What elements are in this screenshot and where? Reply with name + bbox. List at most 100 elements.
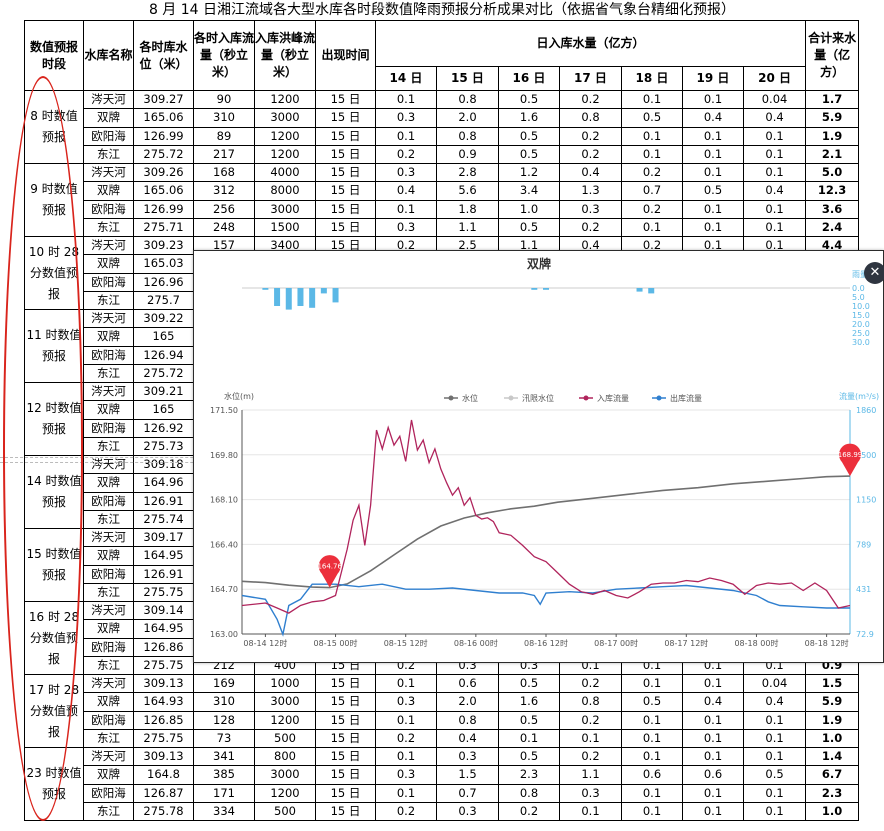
x-tick-label: 08-15 12时 [384, 638, 428, 648]
value-cell: 0.2 [559, 217, 622, 238]
value-cell: 0.8 [559, 692, 622, 712]
rain-tick-label: 0.0 [852, 284, 865, 293]
header-level: 各时库水位（米） [133, 20, 194, 91]
value-cell: 309.14 [133, 600, 194, 621]
value-cell: 5.6 [436, 181, 499, 201]
value-cell: 73 [193, 728, 255, 749]
value-cell: 309.17 [133, 527, 194, 548]
value-cell: 3000 [254, 765, 316, 785]
value-cell: 0.6 [436, 673, 499, 694]
rain-tick-label: 30.0 [852, 338, 870, 347]
value-cell: 275.72 [133, 144, 194, 165]
value-cell: 0.4 [559, 162, 622, 183]
marker-pin [318, 555, 341, 588]
reservoir-name-cell: 东江 [83, 290, 134, 311]
period-cell: 9 时数值预报 [24, 163, 84, 237]
table-row: 17 时 28 分数值预报 涔天河 309.13 169 1000 15 日 0.1 0.6 0… [24, 673, 860, 748]
value-cell: 6.7 [805, 765, 860, 785]
table-row: 双牌 165.06 310 3000 15 日 0.3 2.0 1.6 0.8 0.5 0.4 0.4… [25, 108, 860, 128]
value-cell: 0.1 [375, 746, 437, 767]
value-cell: 0.5 [742, 765, 807, 785]
value-cell: 168 [193, 162, 255, 183]
value-cell: 0.4 [682, 108, 744, 128]
rain-bar [262, 288, 269, 290]
value-cell: 165.06 [133, 108, 194, 128]
value-cell: 0.1 [742, 144, 807, 165]
reservoir-name-cell: 欧阳海 [83, 272, 134, 292]
reservoir-name-cell: 涔天河 [83, 162, 134, 183]
value-cell: 89 [193, 126, 255, 146]
close-icon[interactable]: ✕ [864, 262, 884, 284]
value-cell: 15 日 [315, 746, 376, 767]
value-cell: 0.2 [559, 710, 622, 730]
inflow-series-line [241, 419, 851, 614]
value-cell: 1.6 [498, 692, 560, 712]
reservoir-name-cell: 欧阳海 [83, 418, 134, 438]
reservoir-name-cell: 欧阳海 [83, 710, 134, 730]
value-cell: 0.1 [375, 710, 437, 730]
value-cell: 126.86 [133, 637, 194, 657]
value-cell: 0.5 [498, 89, 560, 110]
value-cell: 0.1 [621, 710, 683, 730]
value-cell: 309.26 [133, 162, 194, 183]
value-cell: 126.87 [133, 783, 194, 803]
rain-bar [274, 288, 281, 306]
period-cell: 16 时 28 分数值预报 [24, 601, 84, 675]
value-cell: 341 [193, 746, 255, 767]
value-cell: 0.1 [621, 783, 683, 803]
value-cell: 0.1 [375, 126, 437, 146]
value-cell: 2.1 [805, 144, 860, 165]
x-tick-label: 08-16 12时 [524, 638, 568, 648]
reservoir-name-cell: 欧阳海 [83, 564, 134, 584]
table-row: 双牌 164.8 385 3000 15 日 0.3 1.5 2.3 1.1 0.6 0.6 0.5 6… [25, 765, 860, 785]
value-cell: 0.1 [682, 746, 744, 767]
value-cell: 0.1 [682, 728, 744, 749]
reservoir-name-cell: 涔天河 [83, 381, 134, 402]
value-cell: 165 [133, 327, 194, 347]
value-cell: 309.13 [133, 673, 194, 694]
value-cell: 1200 [254, 783, 316, 803]
value-cell: 0.3 [436, 801, 499, 822]
value-cell: 0.1 [559, 728, 622, 749]
value-cell: 0.8 [436, 126, 499, 146]
value-cell: 0.8 [559, 108, 622, 128]
reservoir-name-cell: 双牌 [83, 400, 134, 420]
value-cell: 0.8 [498, 783, 560, 803]
value-cell: 248 [193, 217, 255, 238]
table-row: 东江 275.78 334 500 15 日 0.2 0.3 0.2 0.1 0.1 0.1 0.1 1… [25, 801, 860, 822]
value-cell: 0.1 [742, 199, 807, 219]
reservoir-name-cell: 双牌 [83, 473, 134, 493]
marker-label: 168.99 [838, 451, 863, 459]
value-cell: 12.3 [805, 181, 860, 201]
y-right-tick-label: 1500 [856, 451, 876, 460]
table-row: 欧阳海 126.99 256 3000 15 日 0.1 1.8 1.0 0.3 0.2 0.1 0.… [25, 199, 860, 219]
period-cell: 8 时数值预报 [24, 90, 84, 164]
reservoir-name-cell: 涔天河 [83, 235, 134, 256]
period-cell: 23 时数值预报 [24, 747, 84, 821]
value-cell: 4000 [254, 162, 316, 183]
value-cell: 164.96 [133, 473, 194, 493]
table-row: 东江 275.75 73 500 15 日 0.2 0.4 0.1 0.1 0.1 0.1 0.1 1.… [25, 728, 860, 749]
value-cell: 0.2 [375, 728, 437, 749]
value-cell: 0.4 [375, 181, 437, 201]
value-cell: 0.1 [621, 673, 683, 694]
value-cell: 90 [193, 89, 255, 110]
value-cell: 0.3 [375, 692, 437, 712]
value-cell: 0.1 [682, 710, 744, 730]
period-cell: 15 时数值预报 [24, 528, 84, 602]
reservoir-chart-popup[interactable]: 双牌 雨量 0.0 5.0 10.0 15.0 20.0 25.0 30.0 水位 汛限水位 入库流量… [193, 250, 884, 663]
rain-bar [636, 288, 643, 292]
value-cell: 275.72 [133, 363, 194, 384]
y-left-tick-label: 163.00 [210, 630, 238, 639]
rain-bar [332, 288, 339, 303]
rain-tick-label: 20.0 [852, 320, 870, 329]
table-row: 9 时数值预报 涔天河 309.26 168 4000 15 日 0.3 2.8 1.2 0.4 0… [24, 162, 860, 237]
value-cell: 0.1 [742, 783, 807, 803]
value-cell: 5.9 [805, 692, 860, 712]
reservoir-name-cell: 双牌 [83, 765, 134, 785]
value-cell: 0.7 [621, 181, 683, 201]
value-cell: 15 日 [315, 162, 376, 183]
table-row: 23 时数值预报 涔天河 309.13 341 800 15 日 0.1 0.3 0.5 0.2 0… [24, 746, 860, 821]
header-day: 20 日 [742, 66, 807, 91]
value-cell: 2.8 [436, 162, 499, 183]
